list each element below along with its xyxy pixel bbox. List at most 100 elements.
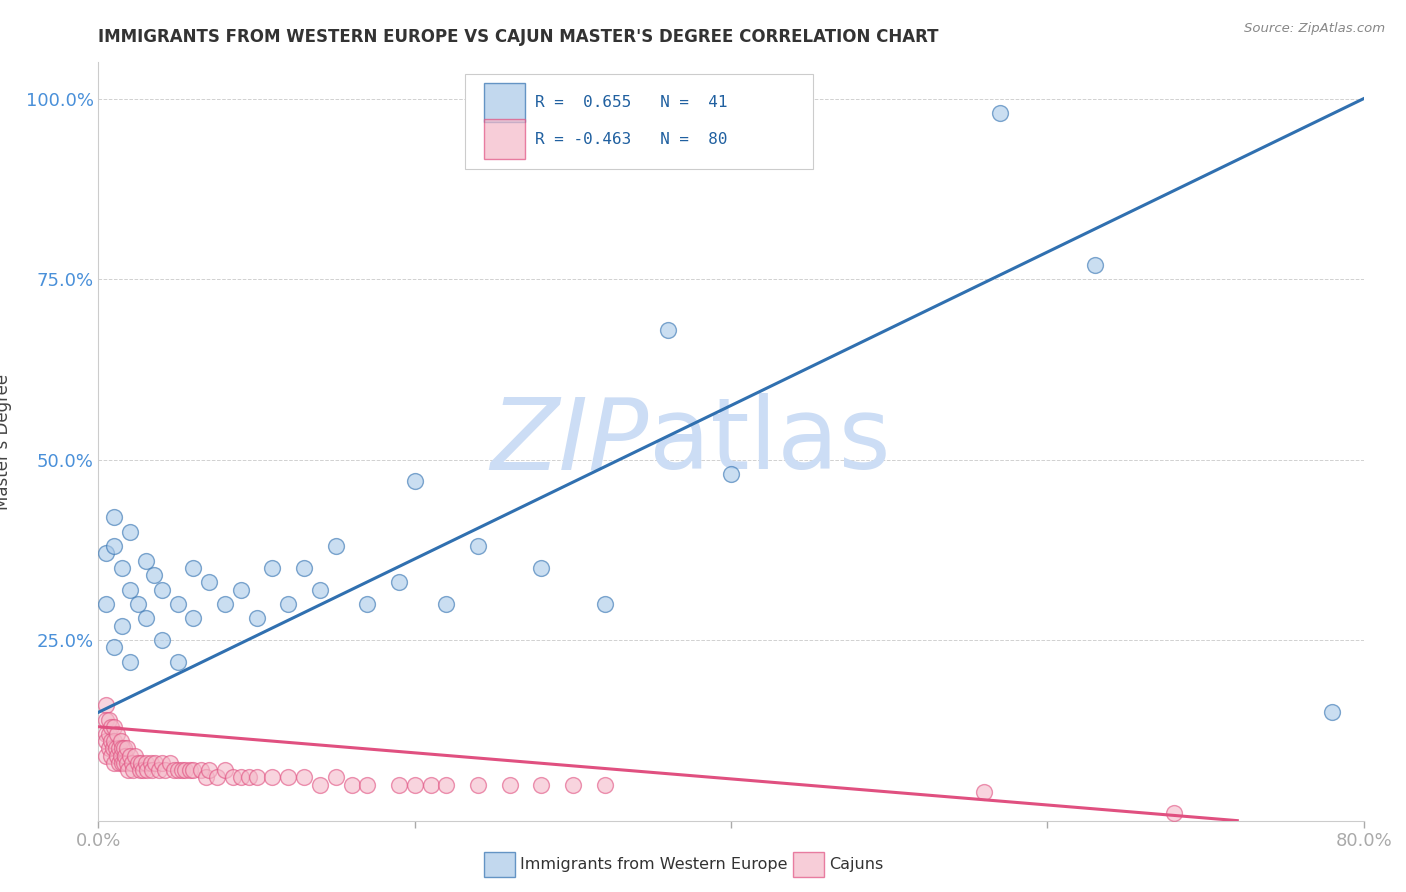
Point — [436, 597, 458, 611]
Point — [128, 763, 150, 777]
Point — [111, 741, 134, 756]
Point — [325, 539, 347, 553]
Point — [103, 510, 125, 524]
Point — [100, 720, 122, 734]
Point — [115, 741, 138, 756]
Point — [103, 720, 125, 734]
Point — [467, 778, 489, 792]
Point — [973, 785, 995, 799]
Point — [419, 778, 441, 792]
Text: atlas: atlas — [648, 393, 890, 490]
Point — [150, 756, 173, 770]
Point — [277, 597, 299, 611]
Point — [183, 763, 205, 777]
Point — [174, 763, 197, 777]
Point — [309, 778, 332, 792]
Point — [98, 741, 121, 756]
Point — [112, 741, 135, 756]
Text: Source: ZipAtlas.com: Source: ZipAtlas.com — [1244, 22, 1385, 36]
Point — [103, 539, 125, 553]
Point — [98, 727, 121, 741]
Point — [159, 756, 181, 770]
Point — [111, 561, 134, 575]
Point — [104, 741, 127, 756]
Point — [111, 618, 134, 632]
Point — [129, 756, 152, 770]
Text: R = -0.463   N =  80: R = -0.463 N = 80 — [534, 131, 727, 146]
Point — [356, 597, 378, 611]
Point — [142, 568, 165, 582]
Point — [356, 778, 378, 792]
Point — [112, 756, 135, 770]
Point — [96, 698, 118, 712]
Point — [593, 597, 616, 611]
FancyBboxPatch shape — [465, 74, 813, 169]
Point — [1322, 706, 1344, 720]
Point — [172, 763, 194, 777]
Point — [183, 561, 205, 575]
Point — [120, 748, 141, 763]
Point — [436, 778, 458, 792]
Point — [720, 467, 742, 481]
Point — [108, 741, 131, 756]
Text: R =  0.655   N =  41: R = 0.655 N = 41 — [534, 95, 727, 110]
Point — [135, 554, 157, 568]
Point — [107, 748, 129, 763]
Point — [309, 582, 332, 597]
Point — [101, 741, 124, 756]
FancyBboxPatch shape — [484, 83, 524, 122]
Point — [110, 748, 132, 763]
Point — [166, 763, 188, 777]
Point — [166, 655, 188, 669]
Point — [388, 778, 411, 792]
Point — [214, 763, 236, 777]
Point — [340, 778, 363, 792]
Point — [593, 778, 616, 792]
Point — [262, 770, 284, 784]
Point — [198, 763, 221, 777]
Point — [96, 734, 118, 748]
Point — [467, 539, 489, 553]
Point — [530, 561, 553, 575]
Point — [120, 655, 141, 669]
Text: IMMIGRANTS FROM WESTERN EUROPE VS CAJUN MASTER'S DEGREE CORRELATION CHART: IMMIGRANTS FROM WESTERN EUROPE VS CAJUN … — [98, 28, 939, 45]
Point — [108, 756, 131, 770]
Point — [114, 748, 136, 763]
Point — [135, 611, 157, 625]
Point — [1163, 806, 1185, 821]
Point — [132, 763, 155, 777]
Point — [246, 611, 269, 625]
Text: Cajuns: Cajuns — [830, 857, 884, 871]
Point — [111, 756, 134, 770]
Point — [96, 713, 118, 727]
Point — [135, 756, 157, 770]
Point — [121, 756, 143, 770]
Point — [292, 770, 315, 784]
Point — [246, 770, 269, 784]
Point — [190, 763, 212, 777]
Point — [141, 763, 163, 777]
Point — [103, 640, 125, 655]
Point — [96, 748, 118, 763]
Point — [229, 582, 252, 597]
Point — [98, 713, 121, 727]
Point — [127, 597, 149, 611]
Point — [205, 770, 228, 784]
Point — [107, 727, 129, 741]
Point — [150, 582, 173, 597]
Point — [183, 611, 205, 625]
Point — [110, 734, 132, 748]
Point — [103, 756, 125, 770]
Point — [388, 575, 411, 590]
Text: ZIP: ZIP — [491, 393, 648, 490]
Point — [238, 770, 260, 784]
Point — [214, 597, 236, 611]
Point — [148, 763, 170, 777]
Point — [198, 575, 221, 590]
Point — [100, 734, 122, 748]
Point — [561, 778, 585, 792]
Point — [103, 734, 125, 748]
Point — [150, 633, 173, 648]
Point — [122, 763, 145, 777]
Point — [657, 323, 679, 337]
